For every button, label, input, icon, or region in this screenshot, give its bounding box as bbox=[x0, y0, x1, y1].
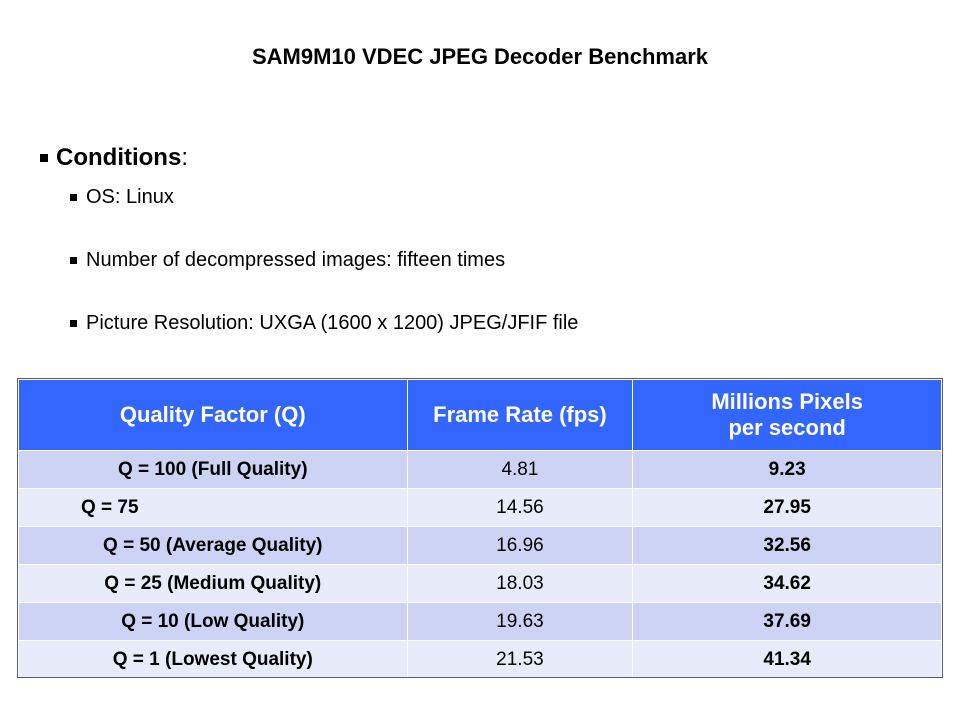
header-millions-pixels-line2: per second bbox=[728, 415, 846, 440]
condition-item-os: OS: Linux bbox=[70, 182, 578, 212]
table-row: Q = 10 (Low Quality) 19.63 37.69 bbox=[18, 602, 942, 641]
table-row: Q = 1 (Lowest Quality) 21.53 41.34 bbox=[18, 640, 942, 679]
square-bullet-icon bbox=[70, 319, 77, 327]
square-bullet-icon bbox=[70, 256, 77, 264]
quality-cell: Q = 1 (Lowest Quality) bbox=[18, 640, 408, 679]
conditions-heading: Conditions bbox=[56, 144, 182, 171]
header-frame-rate: Frame Rate (fps) bbox=[406, 379, 634, 451]
mpixels-cell: 27.95 bbox=[632, 488, 942, 527]
quality-cell: Q = 10 (Low Quality) bbox=[18, 602, 408, 641]
quality-cell: Q = 25 (Medium Quality) bbox=[18, 564, 408, 603]
mpixels-cell: 9.23 bbox=[632, 450, 942, 489]
condition-item-resolution: Picture Resolution: UXGA (1600 x 1200) J… bbox=[70, 308, 578, 338]
condition-text: Picture Resolution: UXGA (1600 x 1200) J… bbox=[86, 311, 579, 334]
condition-item-images: Number of decompressed images: fifteen t… bbox=[70, 245, 578, 275]
table-row: Q = 100 (Full Quality) 4.81 9.23 bbox=[18, 450, 942, 489]
fps-cell: 21.53 bbox=[406, 640, 634, 679]
mpixels-cell: 37.69 bbox=[632, 602, 942, 641]
quality-cell: Q = 75 bbox=[18, 488, 408, 527]
conditions-heading-item: Conditions: bbox=[40, 140, 578, 176]
fps-cell: 14.56 bbox=[406, 488, 634, 527]
fps-cell: 18.03 bbox=[406, 564, 634, 603]
table-row: Q = 50 (Average Quality) 16.96 32.56 bbox=[18, 526, 942, 565]
conditions-list: Conditions: OS: Linux Number of decompre… bbox=[40, 140, 578, 338]
fps-cell: 4.81 bbox=[406, 450, 634, 489]
square-bullet-icon bbox=[70, 193, 77, 201]
conditions-colon: : bbox=[181, 144, 188, 171]
fps-cell: 19.63 bbox=[406, 602, 634, 641]
mpixels-cell: 41.34 bbox=[632, 640, 942, 679]
table-row: Q = 25 (Medium Quality) 18.03 34.62 bbox=[18, 564, 942, 603]
header-millions-pixels: Millions Pixels per second bbox=[632, 379, 942, 451]
mpixels-cell: 34.62 bbox=[632, 564, 942, 603]
quality-cell: Q = 50 (Average Quality) bbox=[18, 526, 408, 565]
mpixels-cell: 32.56 bbox=[632, 526, 942, 565]
condition-text: Number of decompressed images: fifteen t… bbox=[86, 248, 506, 271]
quality-cell: Q = 100 (Full Quality) bbox=[18, 450, 408, 489]
table-header-row: Quality Factor (Q) Frame Rate (fps) Mill… bbox=[18, 379, 942, 451]
table-row: Q = 75 14.56 27.95 bbox=[18, 488, 942, 527]
slide-title: SAM9M10 VDEC JPEG Decoder Benchmark bbox=[251, 44, 709, 69]
header-quality-factor: Quality Factor (Q) bbox=[18, 379, 408, 451]
benchmark-table: Quality Factor (Q) Frame Rate (fps) Mill… bbox=[18, 379, 942, 679]
condition-text: OS: Linux bbox=[86, 185, 174, 208]
fps-cell: 16.96 bbox=[406, 526, 634, 565]
header-millions-pixels-line1: Millions Pixels bbox=[711, 389, 863, 414]
square-bullet-icon bbox=[40, 154, 48, 162]
